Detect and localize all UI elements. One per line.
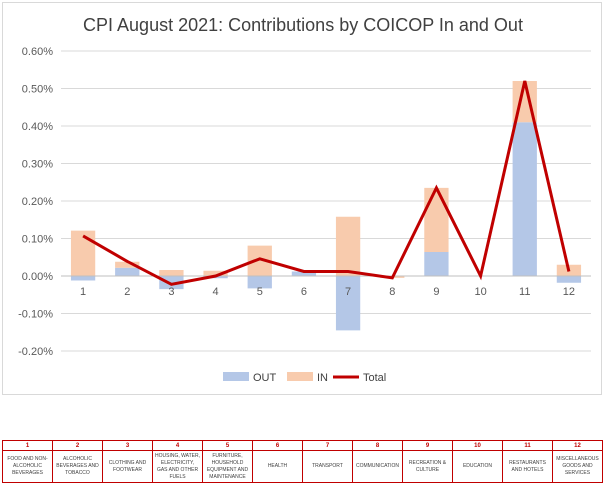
- x-tick-label: 6: [301, 286, 307, 298]
- coicop-name-cell: FOOD AND NON-ALCOHOLIC BEVERAGES: [2, 450, 53, 483]
- out-bar: [291, 271, 317, 276]
- coicop-number-cell: 6: [252, 440, 303, 451]
- chart-svg: CPI August 2021: Contributions by COICOP…: [18, 15, 591, 384]
- coicop-number-cell: 3: [102, 440, 153, 451]
- y-tick-label: 0.60%: [22, 46, 53, 58]
- coicop-name-cell: RECREATION & CULTURE: [402, 450, 453, 483]
- x-tick-label: 2: [124, 286, 130, 298]
- coicop-name-cell: MISCELLANEOUS GOODS AND SERVICES: [552, 450, 603, 483]
- y-tick-label: -0.20%: [18, 346, 53, 358]
- legend-label-out: OUT: [253, 372, 277, 384]
- x-tick-label: 8: [389, 286, 395, 298]
- coicop-number-cell: 11: [502, 440, 553, 451]
- chart-title: CPI August 2021: Contributions by COICOP…: [83, 15, 523, 35]
- in-bar: [70, 230, 96, 276]
- coicop-number-cell: 8: [352, 440, 403, 451]
- y-tick-label: 0.00%: [22, 271, 53, 283]
- x-axis-ticks: 1 2 3 4 5 6 7 8 9 10 11 12: [80, 286, 575, 298]
- coicop-number-cell: 10: [452, 440, 503, 451]
- coicop-number-cell: 9: [402, 440, 453, 451]
- chart-frame: CPI August 2021: Contributions by COICOP…: [2, 2, 602, 395]
- x-tick-label: 12: [563, 286, 575, 298]
- coicop-number-cell: 5: [202, 440, 253, 451]
- in-bar: [203, 270, 228, 276]
- out-bar: [335, 276, 361, 331]
- y-tick-label: 0.30%: [22, 159, 53, 171]
- coicop-number-row: 1 2 3 4 5 6 7 8 9 10 11 12: [2, 440, 603, 451]
- in-bar: [115, 261, 140, 268]
- coicop-number-cell: 4: [152, 440, 203, 451]
- coicop-name-cell: TRANSPORT: [302, 450, 353, 483]
- coicop-name-cell: HEALTH: [252, 450, 303, 483]
- in-bar: [424, 187, 449, 252]
- x-tick-label: 9: [433, 286, 439, 298]
- bars: [70, 81, 582, 331]
- legend-label-in: IN: [317, 372, 328, 384]
- legend-swatch-out: [223, 372, 249, 381]
- y-tick-label: 0.50%: [22, 84, 53, 96]
- coicop-table: 1 2 3 4 5 6 7 8 9 10 11 12 FOOD AND NON-ALCOHOLIC B…: [2, 440, 603, 483]
- y-tick-label: 0.10%: [22, 234, 53, 246]
- legend: OUT IN Total: [223, 372, 386, 384]
- y-axis-ticks: -0.20% -0.10% 0.00% 0.10% 0.20% 0.30% 0.40% 0.5…: [18, 46, 53, 358]
- out-bar: [247, 276, 272, 289]
- in-bar: [159, 270, 184, 276]
- coicop-name-cell: CLOTHING AND FOOTWEAR: [102, 450, 153, 483]
- coicop-name-row: FOOD AND NON-ALCOHOLIC BEVERAGES ALCOHOLI…: [2, 450, 603, 483]
- coicop-name-cell: RESTAURANTS AND HOTELS: [502, 450, 553, 483]
- out-bar: [424, 252, 449, 276]
- gridlines: [61, 50, 591, 352]
- coicop-name-cell: EDUCATION: [452, 450, 503, 483]
- coicop-number-cell: 7: [302, 440, 353, 451]
- in-bar: [335, 216, 361, 276]
- coicop-number-cell: 2: [52, 440, 103, 451]
- total-series-line: [82, 80, 571, 286]
- out-bar: [115, 267, 140, 276]
- out-bar: [70, 276, 96, 281]
- total-line: [82, 80, 571, 286]
- legend-swatch-in: [287, 372, 313, 381]
- y-tick-label: 0.20%: [22, 196, 53, 208]
- out-bar: [159, 276, 184, 290]
- x-tick-label: 1: [80, 286, 86, 298]
- out-bar: [556, 276, 582, 283]
- x-tick-label: 4: [213, 286, 219, 298]
- x-tick-label: 5: [257, 286, 263, 298]
- x-tick-label: 10: [474, 286, 486, 298]
- coicop-name-cell: HOUSING, WATER, ELECTRICITY, GAS AND OTH…: [152, 450, 203, 483]
- coicop-name-cell: FURNITURE, HOUSEHOLD EQUIPMENT AND MAINT…: [202, 450, 253, 483]
- out-bar: [512, 122, 537, 276]
- x-tick-label: 7: [345, 286, 351, 298]
- y-tick-label: -0.10%: [18, 309, 53, 321]
- legend-label-total: Total: [363, 372, 386, 384]
- coicop-name-cell: ALCOHOLIC BEVERAGES AND TOBACCO: [52, 450, 103, 483]
- y-tick-label: 0.40%: [22, 121, 53, 133]
- x-tick-label: 3: [168, 286, 174, 298]
- coicop-name-cell: COMMUNICATION: [352, 450, 403, 483]
- coicop-number-cell: 1: [2, 440, 53, 451]
- x-tick-label: 11: [519, 286, 530, 298]
- coicop-number-cell: 12: [552, 440, 603, 451]
